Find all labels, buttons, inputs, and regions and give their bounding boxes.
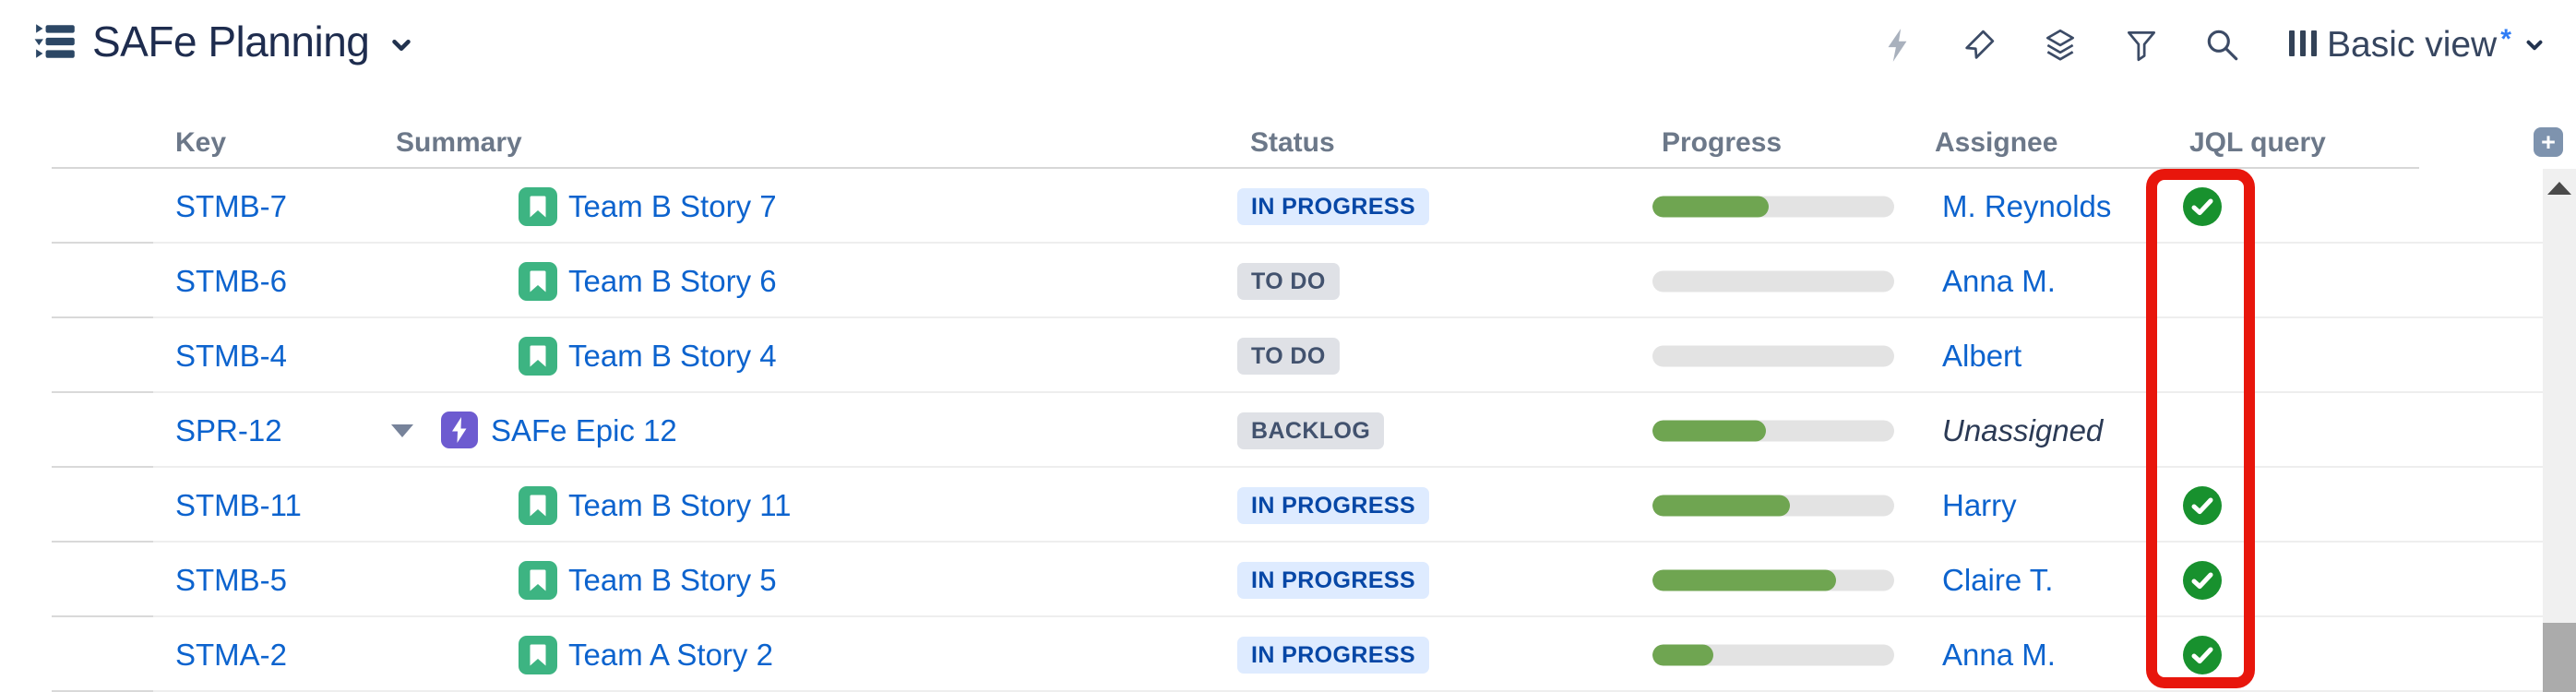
progress-bar-fill: [1652, 495, 1791, 516]
table-rows: STMB-7 Team B Story 7 IN PROGRESS M. Rey…: [0, 169, 2576, 692]
jql-match-check-icon: [2183, 186, 2222, 226]
table-row: STMB-6 Team B Story 6 TO DO Anna M.: [0, 244, 2576, 318]
assignee-link[interactable]: Harry: [1942, 487, 2017, 522]
add-column-button[interactable]: +: [2534, 127, 2563, 157]
column-header-jql-query[interactable]: JQL query: [2189, 127, 2326, 158]
jql-match-check-icon: [2183, 485, 2222, 525]
issue-type-icon: [519, 635, 557, 674]
issue-key-link[interactable]: STMA-2: [175, 637, 288, 672]
column-header-progress[interactable]: Progress: [1662, 127, 1783, 158]
issue-type-icon: [519, 336, 557, 376]
column-header-status[interactable]: Status: [1250, 127, 1335, 158]
issue-key-link[interactable]: STMB-4: [175, 338, 288, 373]
table-row: SPR-12 SAFe Epic 12 BACKLOG Unassigned: [0, 393, 2576, 468]
progress-bar-fill: [1652, 196, 1769, 217]
view-name: Basic view: [2327, 25, 2498, 65]
table-row: STMB-11 Team B Story 11 IN PROGRESS Harr…: [0, 468, 2576, 543]
column-header-assignee[interactable]: Assignee: [1935, 127, 2058, 158]
summary-link[interactable]: Team B Story 4: [568, 338, 777, 373]
assignee-link[interactable]: M. Reynolds: [1942, 188, 2112, 223]
assignee-link[interactable]: Anna M.: [1942, 637, 2056, 672]
progress-bar: [1652, 345, 1894, 366]
progress-bar: [1652, 495, 1894, 516]
jql-match-check-icon: [2183, 560, 2222, 600]
column-header-key[interactable]: Key: [175, 127, 227, 158]
jql-match-check-icon: [2183, 635, 2222, 674]
filter-icon[interactable]: [2122, 26, 2161, 65]
assignee-unassigned-text: Unassigned: [1942, 412, 2104, 447]
page-title: SAFe Planning: [92, 18, 370, 66]
summary-link[interactable]: Team B Story 7: [568, 188, 777, 223]
table-row: STMB-4 Team B Story 4 TO DO Albert: [0, 318, 2576, 393]
progress-bar: [1652, 644, 1894, 665]
layers-icon[interactable]: [2041, 26, 2080, 65]
summary-link[interactable]: Team B Story 5: [568, 562, 777, 597]
issue-type-icon: [519, 560, 557, 600]
automation-lightning-icon[interactable]: [1878, 26, 1917, 65]
status-badge[interactable]: IN PROGRESS: [1237, 486, 1430, 524]
summary-link[interactable]: Team A Story 2: [568, 637, 773, 672]
column-header-summary[interactable]: Summary: [396, 127, 522, 158]
progress-bar-fill: [1652, 644, 1713, 665]
table-row: STMB-7 Team B Story 7 IN PROGRESS M. Rey…: [0, 169, 2576, 244]
issue-type-icon: [441, 411, 480, 450]
status-badge[interactable]: IN PROGRESS: [1237, 187, 1430, 225]
progress-bar: [1652, 420, 1894, 441]
vertical-scrollbar[interactable]: [2543, 169, 2576, 692]
assignee-link[interactable]: Albert: [1942, 338, 2022, 373]
table-row: STMA-2 Team A Story 2 IN PROGRESS Anna M…: [0, 617, 2576, 692]
status-badge[interactable]: TO DO: [1237, 262, 1340, 300]
table-header: Key Summary Status Progress Assignee JQL…: [0, 127, 2576, 168]
app-header: SAFe Planning: [33, 17, 415, 66]
header-divider: [52, 167, 2419, 169]
structure-logo-icon: [33, 18, 79, 65]
issue-type-icon: [519, 186, 557, 226]
issue-key-link[interactable]: STMB-11: [175, 487, 302, 522]
pin-icon[interactable]: [1960, 26, 1998, 65]
status-badge[interactable]: IN PROGRESS: [1237, 561, 1430, 599]
progress-bar: [1652, 270, 1894, 292]
search-icon[interactable]: [2203, 26, 2242, 65]
toolbar: Basic view *: [1878, 24, 2546, 66]
chevron-down-icon[interactable]: [388, 31, 415, 59]
columns-icon: [2284, 24, 2323, 63]
issue-key-link[interactable]: STMB-6: [175, 263, 288, 298]
table-row: STMB-5 Team B Story 5 IN PROGRESS Claire…: [0, 543, 2576, 617]
assignee-link[interactable]: Anna M.: [1942, 263, 2056, 298]
issue-type-icon: [519, 485, 557, 525]
assignee-link[interactable]: Claire T.: [1942, 562, 2054, 597]
view-modified-indicator: *: [2500, 24, 2511, 54]
progress-bar: [1652, 196, 1894, 217]
expand-collapse-toggle[interactable]: [391, 424, 413, 437]
issue-key-link[interactable]: STMB-7: [175, 188, 288, 223]
scroll-up-arrow[interactable]: [2547, 182, 2571, 195]
progress-bar: [1652, 569, 1894, 591]
status-badge[interactable]: IN PROGRESS: [1237, 636, 1430, 674]
summary-link[interactable]: Team B Story 11: [568, 487, 792, 522]
scrollbar-thumb[interactable]: [2543, 623, 2576, 692]
issue-type-icon: [519, 261, 557, 301]
summary-link[interactable]: Team B Story 6: [568, 263, 777, 298]
summary-link[interactable]: SAFe Epic 12: [491, 412, 677, 447]
status-badge[interactable]: BACKLOG: [1237, 412, 1385, 449]
progress-bar-fill: [1652, 569, 1837, 591]
view-switcher[interactable]: Basic view *: [2284, 24, 2546, 66]
progress-bar-fill: [1652, 420, 1767, 441]
chevron-down-icon: [2522, 33, 2546, 57]
status-badge[interactable]: TO DO: [1237, 337, 1340, 375]
issue-key-link[interactable]: STMB-5: [175, 562, 288, 597]
issue-key-link[interactable]: SPR-12: [175, 412, 282, 447]
